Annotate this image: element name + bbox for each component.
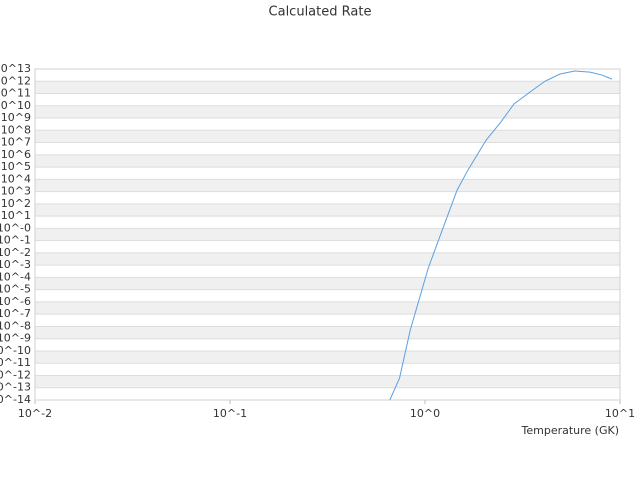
grid-band [35,130,620,143]
y-tick-label: 10^-2 [0,246,31,259]
grid-band [35,81,620,94]
y-tick-label: 10^1 [1,209,31,222]
y-tick-label: 10^8 [1,123,31,136]
y-tick-label: 10^9 [1,111,31,124]
x-tick-label: 10^1 [605,407,635,420]
chart-title: Calculated Rate [269,5,372,20]
y-tick-label: 10^-10 [0,344,31,357]
y-tick-label: 10^4 [1,172,31,185]
y-tick-label: 10^11 [0,87,31,100]
y-tick-label: 10^-3 [0,258,31,271]
grid-band [35,375,620,388]
y-tick-label: 10^-11 [0,356,31,369]
data-line [389,70,613,401]
y-tick-label: 10^3 [1,185,31,198]
y-tick-label: 10^-0 [0,221,31,234]
y-tick-label: 10^6 [1,148,31,161]
y-tick-label: 10^-5 [0,283,31,296]
grid-band [35,277,620,290]
plot-frame [34,68,621,401]
y-tick-label: 10^5 [1,160,31,173]
x-tick-label: 10^-1 [213,407,247,420]
y-tick-label: 10^-4 [0,270,31,283]
y-tick-label: 10^-7 [0,307,31,320]
y-tick-label: 10^-8 [0,319,31,332]
y-tick-label: 10^7 [1,136,31,149]
grid-band [35,179,620,192]
y-tick-label: 10^-13 [0,381,31,394]
y-tick-label: 10^2 [1,197,31,210]
y-tick-label: 10^13 [0,62,31,75]
grid-band [35,301,620,315]
grid-band [35,326,620,339]
x-axis-label: Temperature (GK) [521,424,620,437]
grid-band [35,252,620,266]
x-tick-label: 10^-2 [18,407,52,420]
grid-band [35,228,620,241]
y-tick-label: 10^-1 [0,234,31,247]
grid-band [35,154,620,168]
grid-band [35,203,620,217]
y-tick-label: 10^-14 [0,393,31,406]
y-tick-label: 10^-9 [0,332,31,345]
grid-band [35,105,620,119]
y-tick-label: 10^10 [0,99,31,112]
y-tick-label: 10^12 [0,74,31,87]
x-tick-label: 10^0 [410,407,440,420]
grid-band [35,350,620,364]
y-tick-label: 10^-6 [0,295,31,308]
y-tick-label: 10^-12 [0,368,31,381]
